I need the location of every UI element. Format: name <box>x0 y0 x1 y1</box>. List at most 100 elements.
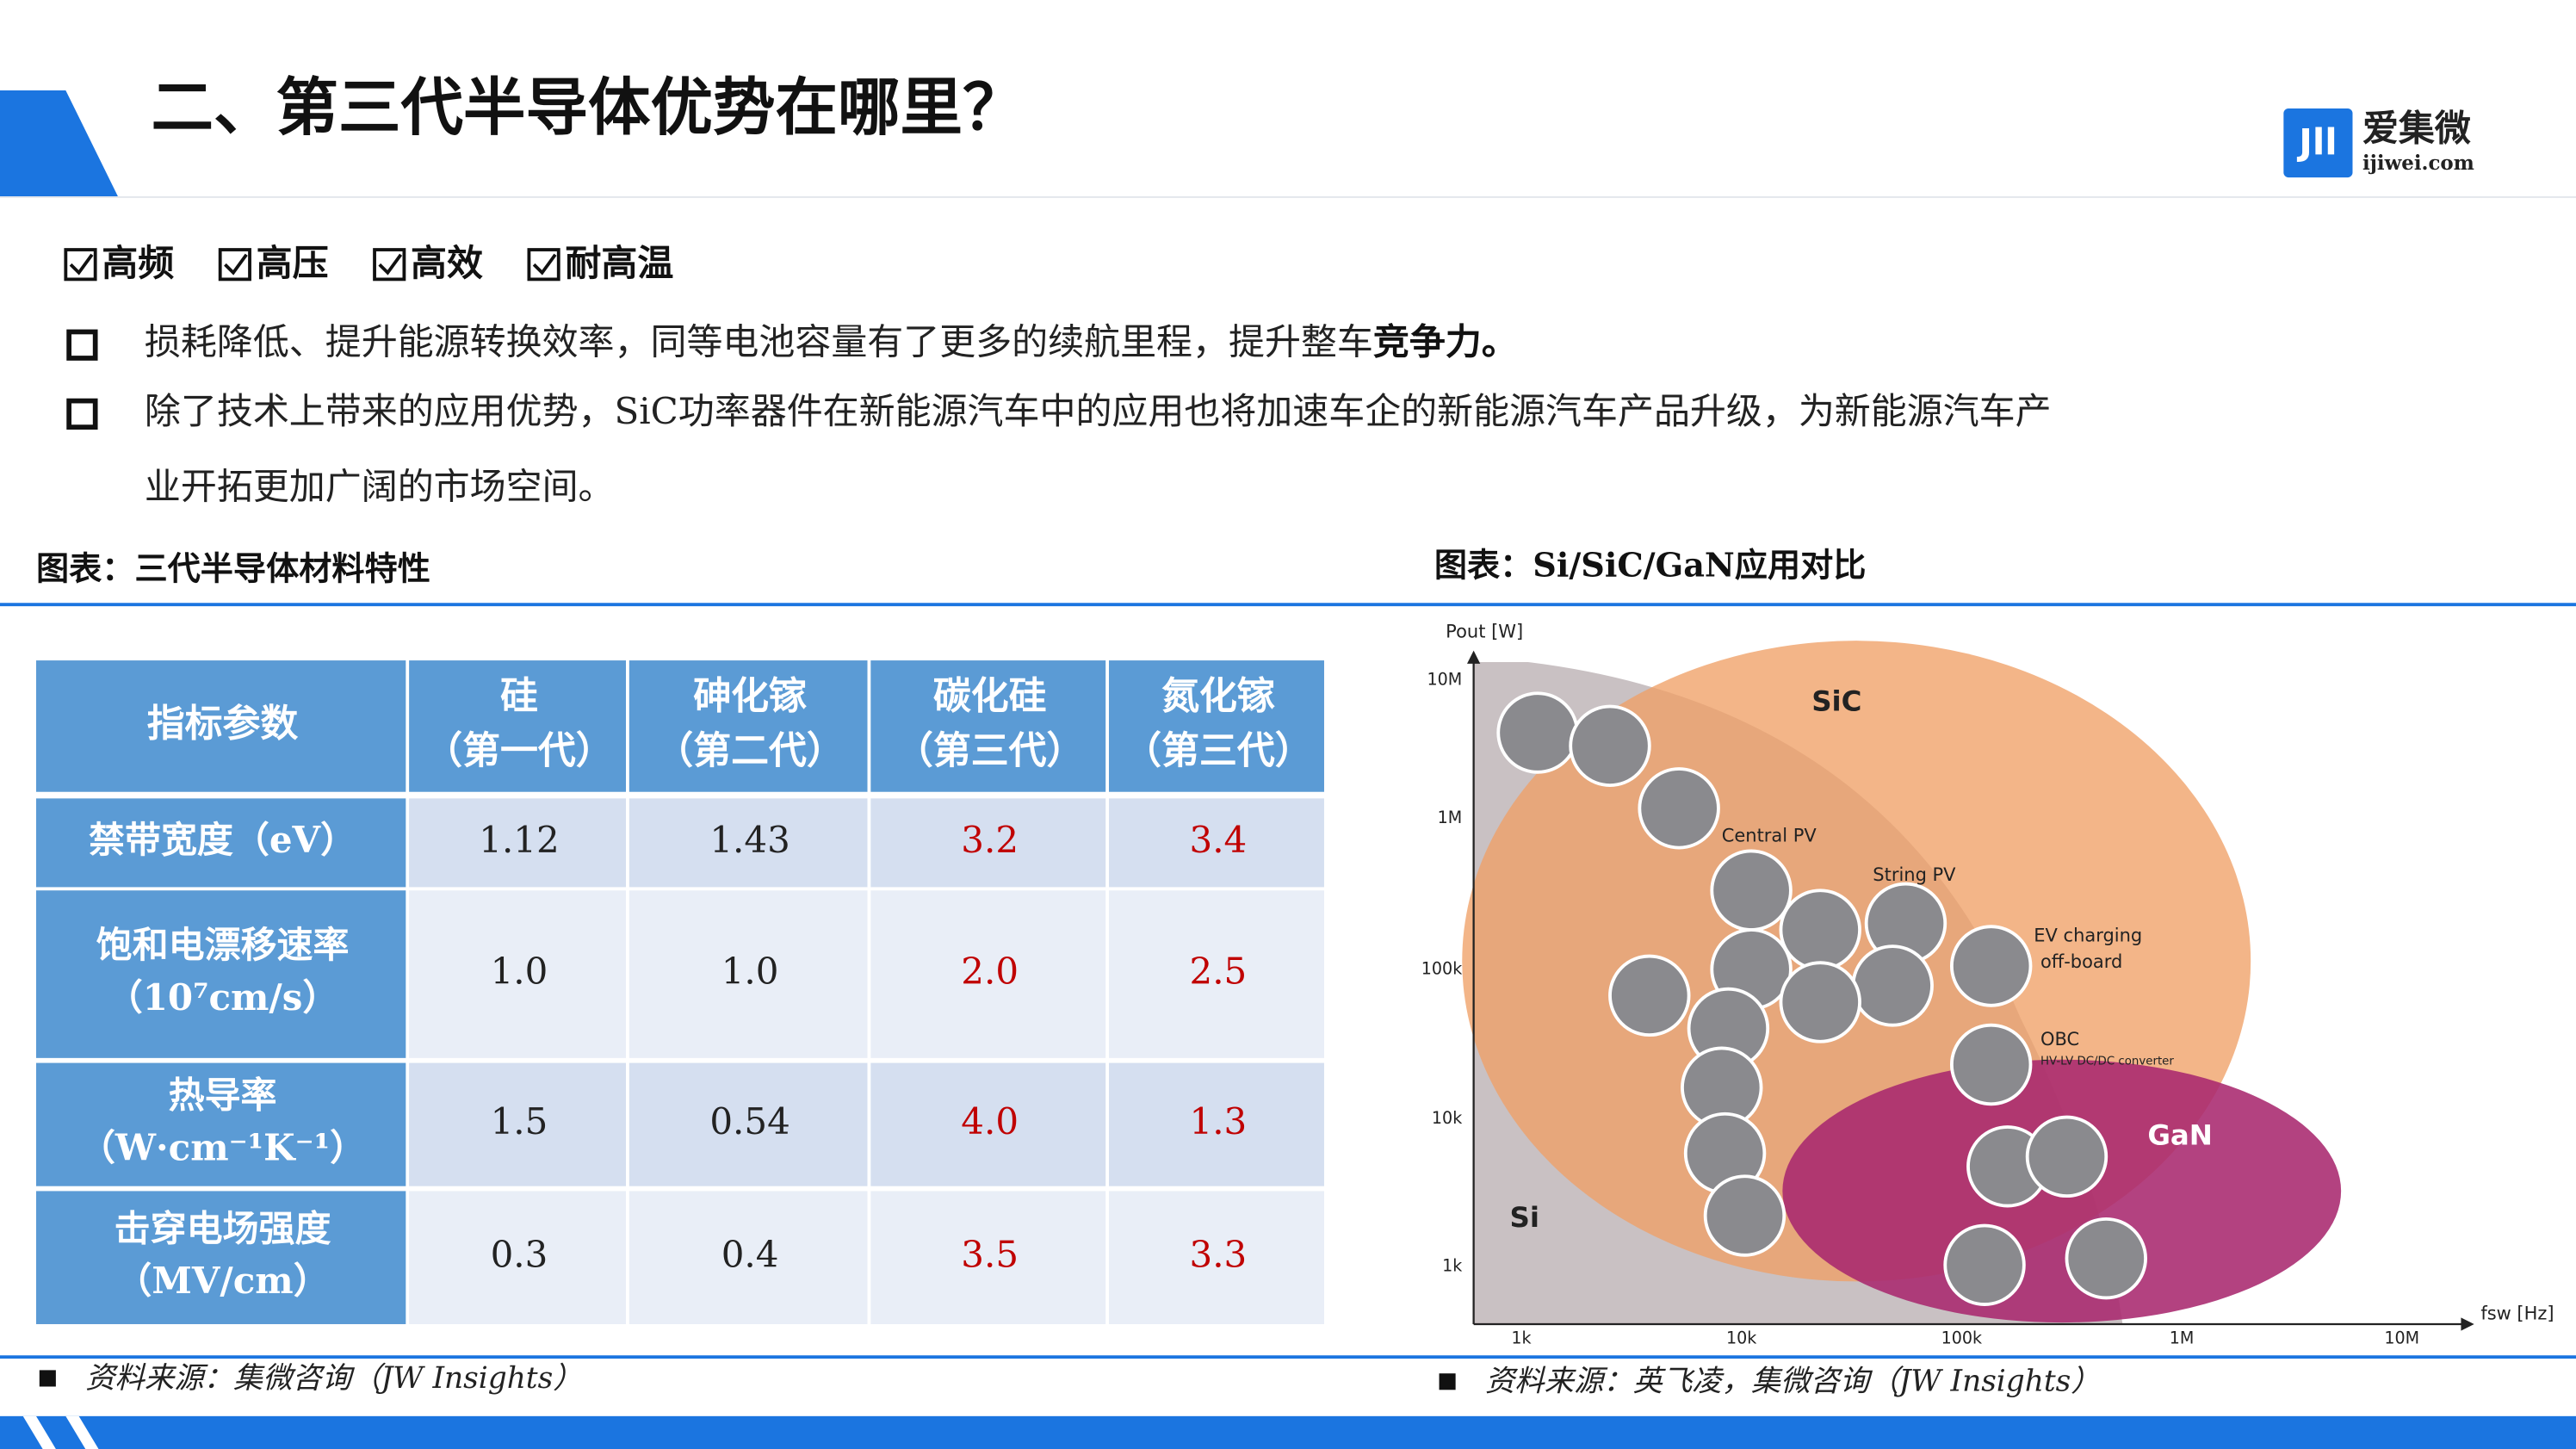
value-text: 4.0 <box>961 1100 1019 1142</box>
left-source: 资料来源：集微咨询（JW Insights） <box>85 1361 582 1396</box>
icon <box>1496 691 1579 774</box>
row-label-cell <box>35 1062 406 1186</box>
icon <box>1710 849 1793 932</box>
cell-text: 碳化硅 <box>933 674 1047 718</box>
value-cell <box>409 798 627 888</box>
check-label: 高频 <box>102 242 174 284</box>
logo-box <box>2283 108 2353 178</box>
cell-text: 禁带宽度（eV） <box>89 819 356 861</box>
icon <box>2025 1115 2108 1198</box>
value-cell <box>629 1062 868 1186</box>
source-bullet <box>39 1370 56 1387</box>
cell-text: （第三代） <box>1124 729 1312 773</box>
icon <box>2065 1217 2147 1300</box>
checkmark <box>378 253 403 276</box>
bullet-text: 除了技术上带来的应用优势，SiC功率器件在新能源汽车中的应用也将加速车企的新能源… <box>145 390 2052 432</box>
cell-text: 硅 <box>500 674 538 718</box>
footer-bar <box>0 1415 2576 1449</box>
header-cell <box>1109 660 1324 792</box>
header-accent <box>0 90 119 197</box>
value-cell <box>409 1062 627 1186</box>
source-bullet <box>1439 1373 1456 1390</box>
cell-text: （第一代） <box>424 729 613 773</box>
cell-text: （10⁷cm/s） <box>107 976 339 1019</box>
left-caption: 图表：三代半导体材料特性 <box>36 549 430 588</box>
y-arrow <box>1466 650 1481 664</box>
region-label: Si <box>1510 1201 1539 1234</box>
icon <box>1949 1023 2033 1106</box>
value-text: 1.3 <box>1190 1100 1248 1142</box>
value-text: 1.12 <box>479 819 559 861</box>
y-tick-label: 10M <box>1427 670 1463 689</box>
value-text: 3.3 <box>1190 1234 1248 1276</box>
check-label: 高压 <box>257 242 329 284</box>
checkmark <box>224 253 248 276</box>
value-text: 3.4 <box>1190 819 1248 861</box>
cell-text: （MV/cm） <box>115 1260 329 1302</box>
cell-text: 指标参数 <box>147 702 299 746</box>
logo-name: 爱集微 <box>2362 108 2471 150</box>
logo-url: ijiwei.com <box>2362 152 2474 175</box>
value-cell <box>870 798 1106 888</box>
icon <box>1703 1174 1786 1257</box>
right-source: 资料来源：英飞凌，集微咨询（JW Insights） <box>1485 1365 2101 1399</box>
value-cell <box>629 1191 868 1324</box>
icon <box>1943 1223 2026 1306</box>
checkbox <box>527 248 560 282</box>
value-text: 2.5 <box>1190 951 1248 993</box>
x-tick-label: 1M <box>2170 1329 2195 1348</box>
region-label: SiC <box>1811 685 1861 718</box>
icon <box>1779 961 1861 1043</box>
application-label: off-board <box>2040 951 2122 972</box>
icon <box>1851 944 1934 1027</box>
cell-text: （第二代） <box>655 729 844 773</box>
bullet-emphasis: 竞争力。 <box>1373 321 1518 363</box>
right-caption: 图表：Si/SiC/GaN应用对比 <box>1434 546 1867 585</box>
application-label: EV charging <box>2034 926 2142 946</box>
cell-text: 击穿电场强度 <box>115 1207 331 1249</box>
application-label: OBC <box>2040 1029 2079 1050</box>
header-cell <box>629 660 868 792</box>
value-text: 0.54 <box>709 1100 790 1142</box>
header-cell <box>409 660 627 792</box>
icon <box>1638 767 1720 850</box>
value-text: 0.4 <box>721 1234 779 1276</box>
value-text: 1.43 <box>709 819 790 861</box>
y-axis-label: Pout [W] <box>1446 622 1523 642</box>
value-text: 1.0 <box>491 951 548 993</box>
slide-title: 二、第三代半导体优势在哪里？ <box>152 72 1025 145</box>
value-text: 0.3 <box>491 1234 548 1276</box>
checkmark <box>69 253 94 276</box>
y-tick-label: 100k <box>1421 959 1462 978</box>
value-cell <box>409 1191 627 1324</box>
checkbox <box>64 248 97 282</box>
bullet-box <box>66 329 98 361</box>
application-diagram: Pout [W] fsw [Hz] 10M 1M 100k 10k 1k 1k 10k 100k 1… <box>1421 622 2554 1348</box>
application-icons <box>1496 691 2147 1306</box>
icon <box>1608 954 1691 1037</box>
checkbox <box>373 248 406 282</box>
bullet-text: 业开拓更加广阔的市场空间。 <box>145 466 615 508</box>
application-label: HV-LV DC/DC converter <box>2040 1056 2174 1068</box>
application-label: Central PV <box>1722 825 1817 845</box>
footer-stripe <box>65 1415 99 1449</box>
value-text: 1.0 <box>721 951 779 993</box>
value-text: 3.5 <box>961 1234 1019 1276</box>
cell-text: 饱和电漂移速率 <box>96 924 350 966</box>
cell-text: （第三代） <box>895 729 1084 773</box>
x-tick-label: 1k <box>1511 1329 1531 1348</box>
cell-text: 砷化镓 <box>693 674 807 718</box>
row-label-cell <box>35 798 406 888</box>
cell-text: 热导率 <box>169 1074 277 1117</box>
value-cell <box>1109 890 1324 1058</box>
value-cell <box>870 1191 1106 1324</box>
checkmark <box>532 253 557 276</box>
header-cell <box>870 660 1106 792</box>
x-tick-label: 10M <box>2384 1329 2419 1348</box>
value-cell <box>870 890 1106 1058</box>
value-cell <box>629 890 868 1058</box>
value-text: 2.0 <box>961 951 1019 993</box>
icon <box>1949 925 2033 1007</box>
